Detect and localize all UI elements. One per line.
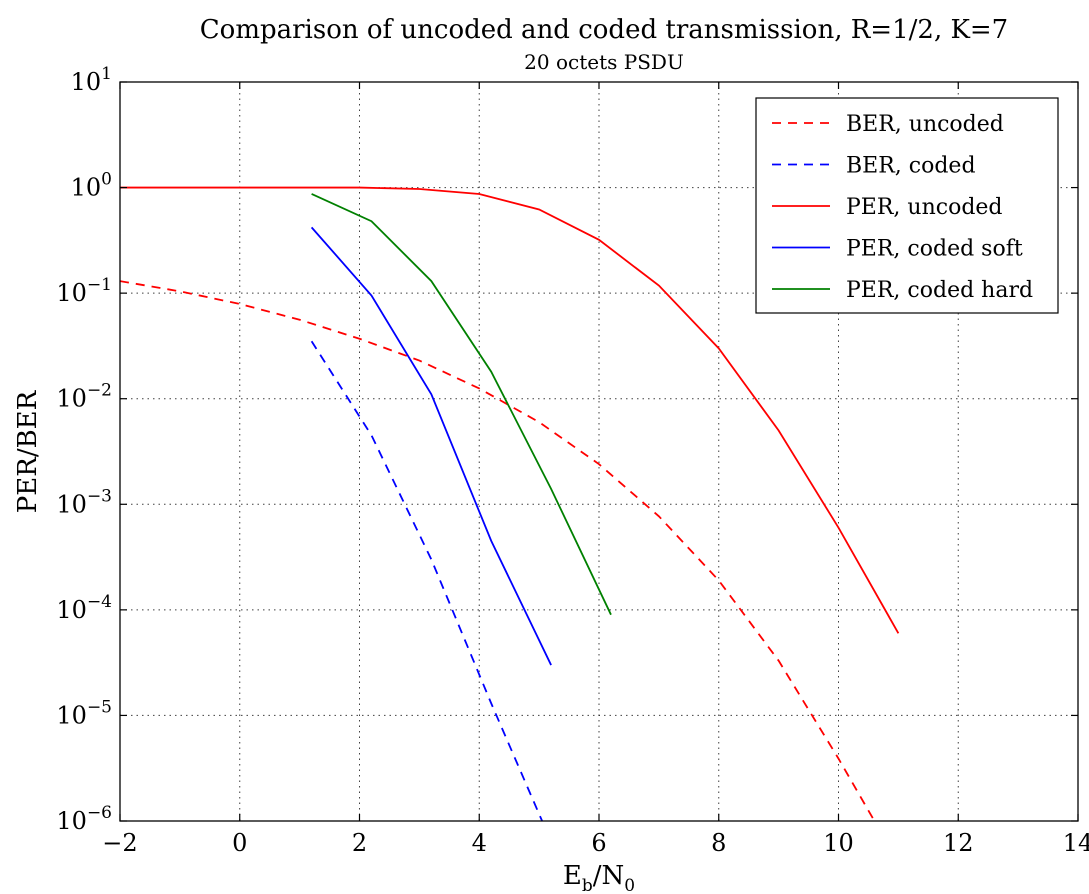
legend-label: PER, coded soft [846,237,1023,262]
legend-label: PER, uncoded [846,195,1003,220]
y-tick-label-base: 10 [56,701,87,729]
y-axis-label: PER/BER [13,389,43,513]
x-tick-label: 10 [823,829,854,857]
x-tick-label: 0 [232,829,247,857]
axis-ticks: −2 0 2 4 6 8 10 12 1410−610−510−410−310−210−1100… [56,64,1089,857]
y-tick-label: 101 [71,64,112,96]
y-tick-label-exponent: −6 [87,803,112,823]
series-line-per-uncoded [120,186,900,634]
plot-lines [120,186,900,821]
series-line-per-coded-soft [310,226,552,666]
y-tick-label: 10−4 [56,592,112,624]
y-tick-label-exponent: −5 [87,697,112,717]
chart-title: Comparison of uncoded and coded transmis… [200,15,1008,45]
x-tick-label: 6 [591,829,606,857]
y-tick-label: 10−2 [56,381,112,413]
y-tick-label: 10−3 [56,486,112,518]
x-tick-label: 8 [711,829,726,857]
x-tick-label: 4 [472,829,487,857]
y-tick-label: 10−6 [56,803,112,835]
x-tick-label: 12 [943,829,974,857]
y-tick-label: 10−1 [56,275,112,307]
y-tick-label-exponent: 0 [101,170,112,190]
y-tick-label-base: 10 [56,385,87,413]
x-tick-label: 14 [1063,829,1089,857]
y-tick-label-exponent: −3 [87,486,112,506]
y-tick-label-base: 10 [71,68,102,96]
x-tick-label: 2 [352,829,367,857]
x-tick-label: −2 [102,829,137,857]
legend: BER, uncoded BER, coded PER, uncoded PER, c… [755,97,1059,314]
y-tick-label-base: 10 [71,174,102,202]
y-tick-label-base: 10 [56,807,87,835]
y-tick-label-base: 10 [56,596,87,624]
series-line-ber-uncoded [120,280,876,821]
y-tick-label-exponent: −1 [87,275,112,295]
y-tick-label: 100 [71,170,112,202]
legend-label: PER, coded hard [846,278,1033,303]
x-axis-label: Eb/N0 [563,861,635,894]
y-tick-label: 10−5 [56,697,112,729]
y-tick-label-exponent: −2 [87,381,112,401]
y-tick-label-exponent: −4 [87,592,112,612]
y-tick-label-exponent: 1 [101,64,112,84]
chart-subtitle: 20 octets PSDU [524,50,684,74]
series-line-per-coded-hard [311,193,612,616]
y-tick-label-base: 10 [56,490,87,518]
y-tick-label-base: 10 [56,279,87,307]
legend-label: BER, uncoded [846,112,1004,137]
legend-label: BER, coded [846,154,976,179]
